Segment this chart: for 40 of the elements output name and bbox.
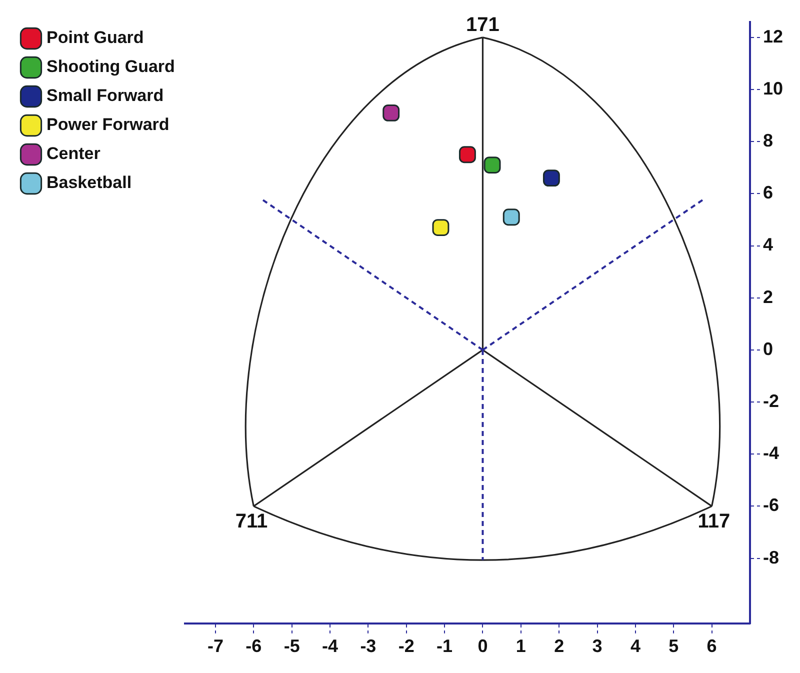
- y-tick-label: 10: [762, 78, 784, 98]
- legend-label: Basketball: [46, 173, 132, 192]
- y-tick-label: 4: [762, 234, 773, 255]
- y-tick-label: 12: [762, 26, 784, 46]
- x-tick-label: 3: [592, 636, 602, 656]
- point: [502, 208, 520, 226]
- legend-label: Shooting Guard: [46, 57, 175, 76]
- point: [542, 170, 560, 187]
- x-tick-label: 1: [516, 636, 526, 656]
- y-tick-label: -2: [762, 391, 779, 411]
- point: [458, 146, 476, 164]
- x-tick-label: -3: [360, 636, 376, 656]
- x-tick-label: -5: [284, 636, 300, 656]
- y-tick-label: 0: [762, 338, 773, 359]
- legend-label: Small Forward: [46, 86, 164, 106]
- legend-label: Point Guard: [46, 28, 144, 48]
- annotation: 171: [466, 14, 500, 36]
- y-tick-label: -8: [762, 547, 779, 568]
- x-tick-label: -1: [436, 636, 453, 656]
- point: [382, 104, 400, 122]
- x-tick-label: -7: [207, 636, 224, 656]
- point: [484, 156, 501, 174]
- y-tick-label: -4: [762, 443, 779, 464]
- x-tick-label: 0: [478, 636, 488, 656]
- legend-label: Center: [46, 144, 101, 164]
- x-tick-label: 2: [554, 636, 564, 656]
- y-tick-label: 6: [762, 182, 773, 203]
- y-tick-label: 2: [762, 286, 773, 307]
- x-tick-label: 6: [706, 636, 717, 656]
- y-tick-label: -6: [762, 495, 779, 516]
- point: [432, 219, 450, 236]
- annotation: 711: [235, 510, 268, 533]
- x-tick-label: -6: [246, 636, 262, 656]
- x-tick-label: -2: [398, 636, 414, 656]
- legend-label: Power Forward: [46, 115, 170, 134]
- x-tick-label: -4: [322, 636, 338, 656]
- y-tick-label: 8: [762, 130, 773, 151]
- x-tick-label: 5: [668, 636, 679, 656]
- annotation: 117: [698, 510, 730, 533]
- x-tick-label: 4: [630, 636, 640, 656]
